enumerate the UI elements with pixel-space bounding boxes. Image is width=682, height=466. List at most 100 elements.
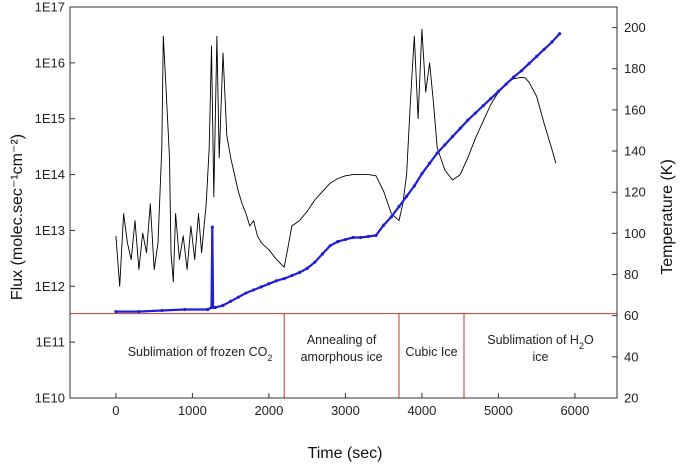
temperature-point (221, 303, 225, 307)
left-y-tick-label: 1E10 (35, 391, 65, 406)
plot-frame (69, 6, 618, 399)
temperature-point (519, 69, 523, 73)
right-y-tick-label: 40 (624, 349, 638, 364)
temperature-point (114, 309, 118, 314)
right-y-tick-label: 200 (624, 20, 646, 35)
x-tick-label: 0 (112, 403, 119, 418)
temperature-point (328, 244, 332, 248)
temperature-point (229, 299, 233, 303)
left-y-tick-label: 1E12 (35, 279, 65, 294)
phase-label-text: Sublimation of H (487, 333, 579, 347)
left-y-tick-label: 1E17 (35, 0, 65, 15)
temperature-point (558, 32, 562, 36)
temperature-point (259, 285, 263, 289)
temperature-point (405, 194, 409, 198)
temperature-point (427, 161, 432, 165)
phase-label-text: Sublimation of frozen CO (128, 345, 268, 359)
temperature-point (489, 96, 493, 101)
right-y-tick-label: 120 (624, 185, 646, 200)
phase-label-2: Annealing of (307, 333, 377, 347)
phase-label-subscript: 2 (579, 341, 584, 351)
temperature-point (290, 273, 294, 278)
temperature-point (466, 118, 470, 122)
right-y-tick-label: 160 (624, 102, 646, 117)
temperature-point (183, 307, 187, 312)
temperature-point (481, 104, 485, 108)
axes: 0 1000 2000 3000 4000 5000 6000 1E10 1E11 1E12 1E1… (35, 0, 646, 418)
phase-label-4-line2: ice (533, 350, 549, 364)
left-y-tick-label: 1E15 (35, 111, 65, 126)
temperature-point (343, 237, 348, 242)
temperature-point (435, 151, 439, 155)
temperature-point (443, 143, 447, 147)
right-y-axis-title: Temperature (K) (659, 159, 676, 275)
right-y-tick-label: 20 (624, 391, 638, 406)
temperature-point (267, 282, 271, 286)
temperature-point (244, 291, 248, 295)
temperature-point (397, 205, 401, 209)
left-y-tick-label: 1E16 (35, 55, 65, 70)
temperature-point (305, 266, 309, 270)
phase-label-2-line2: amorphous ice (301, 350, 383, 364)
temperature-point (366, 234, 370, 239)
temperature-point (389, 215, 393, 219)
phase-label-3: Cubic Ice (405, 345, 457, 359)
phase-label-suffix: O (584, 333, 594, 347)
x-tick-label: 3000 (331, 403, 360, 418)
temperature-point (160, 308, 164, 313)
temperature-point (450, 135, 455, 139)
left-y-tick-label: 1E11 (36, 335, 65, 350)
right-y-tick-label: 180 (624, 61, 646, 76)
temperature-point (213, 305, 217, 310)
temperature-point (211, 305, 215, 310)
temperature-point (274, 279, 279, 283)
phase-label-subscript: 2 (267, 353, 272, 363)
x-tick-label: 1000 (178, 403, 207, 418)
temperature-point (473, 111, 478, 115)
x-tick-label: 6000 (560, 403, 589, 418)
temperature-point (504, 82, 508, 86)
left-y-axis-title: Flux (molec.sec⁻¹cm⁻²) (9, 134, 26, 300)
temperature-point (550, 40, 554, 44)
temperature-point (496, 89, 501, 93)
temperature-point (297, 270, 302, 275)
left-y-tick-label: 1E13 (35, 223, 65, 238)
temperature-point (420, 172, 424, 176)
temperature-point (313, 260, 317, 264)
temperature-point (351, 235, 355, 240)
phase-label-1: Sublimation of frozen CO2 (128, 345, 273, 363)
right-y-tick-label: 80 (624, 267, 638, 282)
temperature-point (512, 75, 516, 79)
phase-label-text: Annealing of (307, 333, 377, 347)
temperature-point (359, 235, 363, 240)
x-tick-label: 2000 (254, 403, 283, 418)
phase-label-4: Sublimation of H2O (487, 333, 594, 351)
temperature-point (527, 61, 531, 66)
left-y-tick-label: 1E14 (35, 167, 65, 182)
temperature-point (320, 252, 325, 256)
phase-label-text: Cubic Ice (405, 345, 457, 359)
temperature-point (535, 54, 539, 58)
temperature-point (458, 126, 462, 131)
flux-series-line (115, 28, 557, 287)
right-y-tick-label: 140 (624, 144, 646, 159)
temperature-point (336, 240, 340, 244)
temperature-point (210, 225, 214, 229)
right-y-tick-label: 100 (624, 226, 646, 241)
temperature-point (374, 233, 378, 238)
temperature-point (236, 295, 240, 299)
temperature-point (137, 309, 141, 314)
x-tick-label: 5000 (484, 403, 513, 418)
series-layer (114, 28, 562, 314)
temperature-point (542, 47, 546, 51)
temperature-point (252, 288, 256, 292)
temperature-point (382, 223, 386, 227)
temperature-point (412, 184, 416, 188)
right-y-tick-label: 60 (624, 308, 638, 323)
x-axis-title: Time (sec) (308, 445, 383, 462)
temperature-point (206, 307, 210, 312)
temperature-point (282, 277, 286, 281)
